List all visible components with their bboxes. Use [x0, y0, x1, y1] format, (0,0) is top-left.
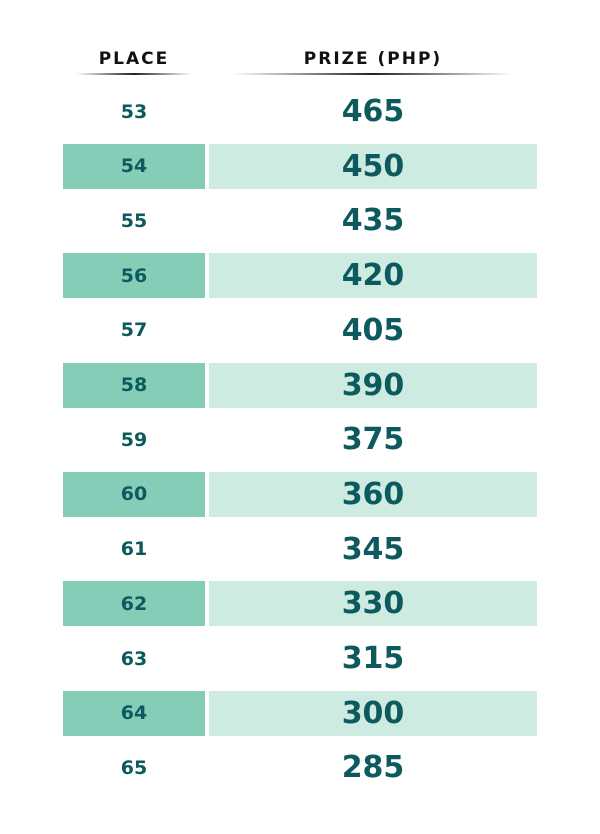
header-rule: [76, 73, 192, 75]
prize-cell: 420: [209, 253, 537, 299]
prize-cell: 450: [209, 143, 537, 189]
place-cell: 61: [120, 538, 148, 561]
place-cell: 64: [63, 690, 205, 736]
prize-cell: 435: [341, 203, 405, 239]
header-place: PLACE: [98, 49, 170, 69]
prize-cell: 285: [341, 750, 405, 786]
prize-cell: 300: [209, 690, 537, 736]
place-cell: 60: [63, 471, 205, 517]
place-cell: 56: [63, 253, 205, 299]
prize-cell: 315: [341, 641, 405, 676]
prize-cell: 330: [209, 581, 537, 627]
place-cell: 57: [120, 319, 148, 342]
place-cell: 63: [120, 647, 148, 670]
place-cell: 65: [120, 756, 148, 779]
place-cell: 58: [63, 362, 205, 408]
header-rule: [233, 73, 513, 75]
prize-cell: 405: [341, 312, 405, 348]
place-cell: 55: [120, 209, 148, 232]
place-cell: 62: [63, 581, 205, 627]
place-cell: 54: [63, 143, 205, 189]
prize-cell: 375: [341, 422, 405, 458]
prize-cell: 390: [209, 362, 537, 408]
prize-cell: 360: [209, 471, 537, 517]
prize-cell: 345: [341, 531, 405, 567]
prize-cell: 465: [341, 94, 405, 129]
place-cell: 59: [120, 428, 148, 451]
header-prize: PRIZE (PHP): [303, 49, 443, 69]
place-cell: 53: [120, 100, 148, 123]
